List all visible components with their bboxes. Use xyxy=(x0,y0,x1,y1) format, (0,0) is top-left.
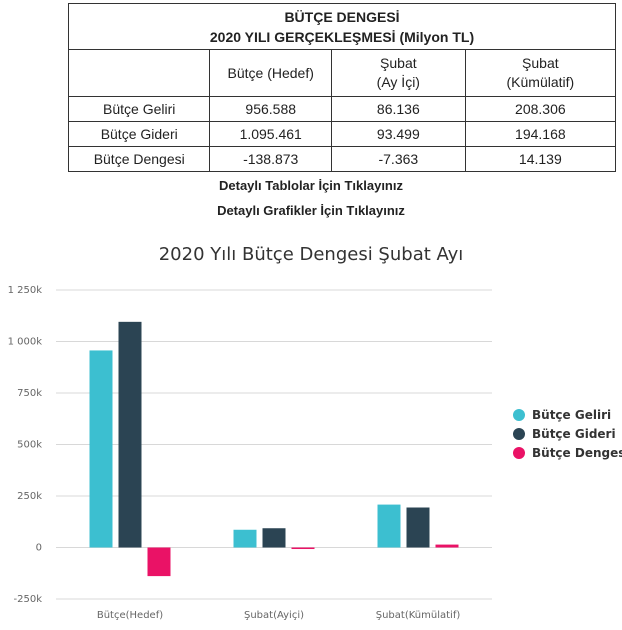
table-header-row: Bütçe (Hedef) Şubat (Ay İçi) Şubat (Kümüla… xyxy=(67,49,617,97)
bar-bütçe-geliri[interactable] xyxy=(233,529,257,548)
bar-bütçe-gideri[interactable] xyxy=(406,507,430,548)
table-cell: 956.588 xyxy=(209,96,332,122)
header-label: Şubat (Kümülatif) xyxy=(466,54,615,92)
header-label-line: Şubat xyxy=(380,55,417,71)
legend-label[interactable]: Bütçe Dengesi xyxy=(532,446,622,460)
y-tick-label: -250k xyxy=(14,594,43,605)
chart-title: 2020 Yılı Bütçe Dengesi Şubat Ayı xyxy=(158,244,464,265)
y-tick-label: 0 xyxy=(36,543,42,554)
bar-bütçe-geliri[interactable] xyxy=(89,350,113,548)
table-header-cell: Bütçe (Hedef) xyxy=(209,49,332,97)
legend-marker[interactable] xyxy=(513,447,525,459)
x-tick-label: Şubat(Kümülatif) xyxy=(376,610,461,621)
legend-marker[interactable] xyxy=(513,428,525,440)
bar-bütçe-gideri[interactable] xyxy=(118,321,142,548)
table-header-empty xyxy=(67,49,211,97)
table-row: Bütçe Gideri 1.095.461 93.499 194.168 xyxy=(67,121,617,147)
header-label: Şubat (Ay İçi) xyxy=(332,54,465,92)
table-title: BÜTÇE DENGESİ 2020 YILI GERÇEKLEŞMESİ (M… xyxy=(68,3,616,50)
y-tick-label: 1 000k xyxy=(8,337,43,348)
y-tick-label: 250k xyxy=(17,491,42,502)
x-tick-label: Şubat(Ayiçi) xyxy=(244,610,304,621)
header-label-line: Şubat xyxy=(522,55,559,71)
header-label: Bütçe (Hedef) xyxy=(227,64,314,81)
table-cell: 14.139 xyxy=(464,146,617,172)
header-label-line: (Ay İçi) xyxy=(376,74,420,90)
table-header-cell: Şubat (Kümülatif) xyxy=(464,49,617,97)
table-cell: 1.095.461 xyxy=(209,121,332,147)
table-header-cell: Şubat (Ay İçi) xyxy=(330,49,466,97)
table-cell: 93.499 xyxy=(330,121,466,147)
x-tick-label: Bütçe(Hedef) xyxy=(97,610,163,621)
table-row: Bütçe Dengesi -138.873 -7.363 14.139 xyxy=(67,146,617,172)
row-label: Bütçe Gideri xyxy=(67,121,211,147)
table-cell: 208.306 xyxy=(464,96,617,122)
y-tick-label: 500k xyxy=(17,440,42,451)
detailed-charts-link[interactable]: Detaylı Grafikler İçin Tıklayınız xyxy=(217,203,405,218)
row-label: Bütçe Dengesi xyxy=(67,146,211,172)
table-title-line2: 2020 YILI GERÇEKLEŞMESİ (Milyon TL) xyxy=(209,28,475,45)
table-cell: -7.363 xyxy=(330,146,466,172)
table-cell: -138.873 xyxy=(209,146,332,172)
bar-bütçe-gideri[interactable] xyxy=(262,528,286,548)
legend-label[interactable]: Bütçe Gideri xyxy=(532,427,616,441)
table-title-line1: BÜTÇE DENGESİ xyxy=(284,8,400,25)
legend-label[interactable]: Bütçe Geliri xyxy=(532,408,611,422)
bar-bütçe-dengesi[interactable] xyxy=(291,547,315,550)
row-label: Bütçe Geliri xyxy=(67,96,211,122)
bar-bütçe-geliri[interactable] xyxy=(377,504,401,548)
table-cell: 86.136 xyxy=(330,96,466,122)
bar-bütçe-dengesi[interactable] xyxy=(147,547,171,577)
detailed-tables-link[interactable]: Detaylı Tablolar İçin Tıklayınız xyxy=(219,178,403,193)
y-tick-label: 750k xyxy=(17,388,42,399)
budget-chart: 1 250k 1 000k 750k 500k 250k 0 -250k Bütçe(Hede… xyxy=(8,285,622,621)
legend-marker[interactable] xyxy=(513,409,525,421)
header-label-line: (Kümülatif) xyxy=(506,74,575,90)
bar-bütçe-dengesi[interactable] xyxy=(435,544,459,548)
y-tick-label: 1 250k xyxy=(8,285,43,296)
table-cell: 194.168 xyxy=(464,121,617,147)
budget-table: BÜTÇE DENGESİ 2020 YILI GERÇEKLEŞMESİ (M… xyxy=(67,3,617,172)
table-row: Bütçe Geliri 956.588 86.136 208.306 xyxy=(67,96,617,122)
